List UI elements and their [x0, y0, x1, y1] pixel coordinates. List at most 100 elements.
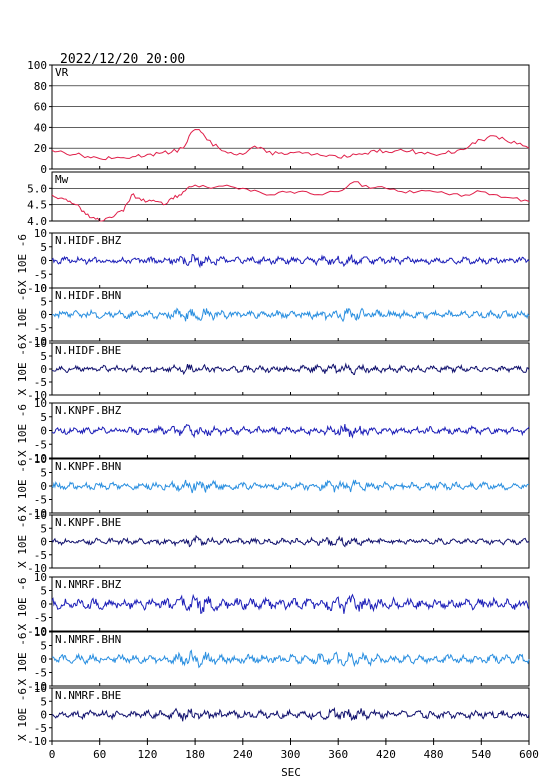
series-line — [51, 534, 530, 548]
y-tick-label: -10 — [27, 507, 47, 520]
y-tick-label: 4.5 — [27, 199, 47, 212]
panel-label: N.KNPF.BHN — [55, 460, 121, 473]
panel-vr: 0 20 40 60 80 100 VR — [27, 59, 530, 176]
panel-label: N.HIDF.BHE — [55, 344, 121, 357]
series-line — [51, 362, 530, 376]
y-tick-label: 0 — [40, 309, 47, 322]
y-tick-label: 0 — [40, 363, 47, 376]
y-tick-label: 0 — [40, 480, 47, 493]
y-tick-label: 5 — [40, 467, 47, 480]
y-tick-label: -10 — [27, 735, 47, 748]
y-tick-label: 5 — [40, 350, 47, 363]
x-tick-label: 300 — [281, 748, 301, 761]
y-axis-label: X 10E -6 — [16, 633, 29, 686]
x-tick-label: 180 — [185, 748, 205, 761]
y-tick-label: 10 — [34, 337, 47, 350]
y-tick-label: 10 — [34, 626, 47, 639]
y-tick-label: 0 — [40, 425, 47, 438]
panel-label: Mw — [55, 173, 69, 186]
y-tick-label: -10 — [27, 625, 47, 638]
series-line — [51, 479, 530, 494]
y-tick-label: -5 — [34, 549, 47, 562]
series-line — [51, 128, 530, 161]
panel-label: N.KNPF.BHZ — [55, 404, 122, 417]
y-tick-label: 10 — [34, 682, 47, 695]
y-tick-label: 10 — [34, 571, 47, 584]
panel-label: VR — [55, 66, 69, 79]
y-tick-label: -5 — [34, 376, 47, 389]
y-tick-label: 10 — [34, 282, 47, 295]
series-line — [51, 593, 530, 615]
y-tick-label: -5 — [34, 322, 47, 335]
y-tick-label: 10 — [34, 453, 47, 466]
y-tick-label: 5 — [40, 241, 47, 254]
y-tick-label: 5 — [40, 585, 47, 598]
y-tick-label: 0 — [40, 653, 47, 666]
y-tick-label: 0 — [40, 598, 47, 611]
panel-mw: 4.0 4.5 5.0 Mw — [27, 171, 530, 228]
y-tick-label: -10 — [27, 680, 47, 693]
y-tick-label: 5 — [40, 411, 47, 424]
x-tick-label: 240 — [233, 748, 253, 761]
y-tick-label: -5 — [34, 494, 47, 507]
y-tick-label: 5 — [40, 640, 47, 653]
x-axis: 0 60 120 180 240 300 360 420 480 540 600 — [49, 741, 539, 761]
y-tick-label: 80 — [34, 80, 47, 93]
y-tick-label: 5 — [40, 695, 47, 708]
y-tick-label: 0 — [40, 255, 47, 268]
y-tick-label: -10 — [27, 335, 47, 348]
y-tick-label: -10 — [27, 282, 47, 295]
panel-label: N.HIDF.BHN — [55, 289, 121, 302]
y-tick-label: -10 — [27, 562, 47, 575]
x-tick-label: 360 — [328, 748, 348, 761]
y-axis-label: X 10E -6 — [16, 688, 29, 741]
y-axis-label: X 10E -6 — [16, 404, 29, 457]
y-axis-label: X 10E -6 — [16, 288, 29, 341]
panel-hidf-bhz: -10-505 10 N.HIDF.BHZ X 10E -6 — [16, 227, 530, 295]
y-tick-label: 0 — [40, 163, 47, 176]
y-tick-label: 40 — [34, 121, 47, 134]
y-tick-label: -5 — [34, 667, 47, 680]
panels-group: 020406080100VR4.04.55.0Mw-10-50510N.HIDF… — [16, 59, 530, 748]
panel-label: N.HIDF.BHZ — [55, 234, 122, 247]
y-tick-label: -5 — [34, 722, 47, 735]
series-line — [52, 649, 530, 669]
y-tick-label: -10 — [27, 389, 47, 402]
y-tick-label: -5 — [34, 268, 47, 281]
y-axis-label: X 10E -6 — [16, 343, 29, 396]
timestamp-title: 2022/12/20 20:00 — [60, 52, 185, 67]
panel-label: N.NMRF.BHN — [55, 633, 121, 646]
series-line — [51, 254, 530, 269]
y-tick-label: 100 — [27, 59, 47, 72]
y-tick-label: 10 — [34, 397, 47, 410]
series-line — [51, 707, 530, 722]
y-tick-label: 0 — [40, 536, 47, 549]
panel-frame — [51, 687, 530, 742]
y-tick-label: 4.0 — [27, 215, 47, 228]
y-tick-label: 10 — [34, 509, 47, 522]
x-tick-label: 420 — [376, 748, 396, 761]
panel-label: N.KNPF.BHE — [55, 516, 121, 529]
y-axis-label: X 10E -6 — [16, 460, 29, 513]
y-axis-label: X 10E -6 — [16, 515, 29, 568]
x-tick-label: 540 — [471, 748, 491, 761]
y-axis-label: X 10E -6 — [16, 234, 29, 287]
x-tick-label: 480 — [424, 748, 444, 761]
y-tick-label: 60 — [34, 101, 47, 114]
y-tick-label: 5 — [40, 295, 47, 308]
y-tick-label: 20 — [34, 142, 47, 155]
series-line — [51, 181, 530, 222]
panel-label: N.NMRF.BHZ — [55, 578, 122, 591]
y-tick-label: -5 — [34, 612, 47, 625]
x-tick-label: 0 — [49, 748, 56, 761]
series-line — [51, 424, 530, 439]
